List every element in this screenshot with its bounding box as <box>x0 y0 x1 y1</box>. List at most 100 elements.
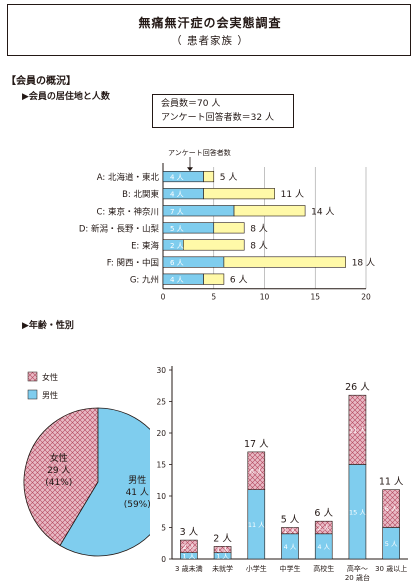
pie-label-percent: (41%) <box>45 478 72 488</box>
bar-data-label: 2 人 <box>170 242 184 250</box>
total-label: 11 人 <box>379 477 404 488</box>
subheading-residence: ▶会員の居住地と人数 <box>22 92 110 102</box>
bar-data-label-female: 6 人 <box>385 505 398 513</box>
title-box: 無痛無汗症の会実態調査 （ 患者家族 ） <box>7 4 411 56</box>
total-label: 14 人 <box>311 206 334 217</box>
pie-slice <box>59 407 150 557</box>
bar-members-rest <box>203 273 225 285</box>
category-label: G: 九州 <box>130 276 159 286</box>
pie-slice <box>23 407 99 547</box>
bar-female <box>314 520 333 535</box>
page-subtitle: （ 患者家族 ） <box>171 35 249 47</box>
bar-data-label: 5 人 <box>170 225 184 233</box>
bar-data-label: 4 人 <box>170 191 184 199</box>
bar-members-rest <box>203 188 275 200</box>
total-label: 8 人 <box>250 240 268 251</box>
category-label: F: 関西・中国 <box>107 258 159 269</box>
total-label: 5 人 <box>281 515 300 526</box>
y-tick-label: 15 <box>156 461 166 470</box>
bar-female <box>348 394 367 465</box>
y-tick-label: 25 <box>156 398 166 407</box>
bar-data-label-male: 4 人 <box>317 543 330 551</box>
bar-data-label-male: 15 人 <box>349 508 366 516</box>
legend-label: 男性 <box>42 390 58 400</box>
annotation-arrow-head <box>187 167 193 172</box>
x-tick-label: 20 <box>361 293 371 302</box>
bar-data-label-male: 11 人 <box>248 521 265 529</box>
bar-female <box>281 527 299 535</box>
pie-label-name: 女性 <box>50 452 68 464</box>
category-label: 30 歳以上 <box>375 564 407 573</box>
bar-members-rest <box>233 205 306 217</box>
y-tick-label: 0 <box>161 555 166 564</box>
summary-box: 会員数＝70 人 アンケート回答者数＝32 人 <box>152 94 294 128</box>
legend-label: 女性 <box>42 372 58 382</box>
bar-members-rest <box>203 170 215 183</box>
legend-swatch <box>27 371 38 382</box>
bar-data-label-male: 1 人 <box>216 552 229 560</box>
bar-data-label: 6 人 <box>170 259 184 267</box>
pie-label-count: 41 人 <box>126 487 149 498</box>
summary-members: 会員数＝70 人 <box>161 99 221 109</box>
total-label: 11 人 <box>281 189 304 200</box>
category-label: 高卒～ <box>347 564 368 573</box>
bar-data-label-male: 4 人 <box>284 543 297 551</box>
bar-female <box>180 539 198 554</box>
category-label: 高校生 <box>313 564 334 573</box>
category-label: B: 北関東 <box>122 189 159 200</box>
total-label: 6 人 <box>230 275 248 286</box>
bar-data-label-female: 6 人 <box>250 467 263 475</box>
bar-members-rest <box>183 239 245 251</box>
summary-respondents: アンケート回答者数＝32 人 <box>161 113 274 123</box>
total-label: 5 人 <box>220 172 238 183</box>
bar-data-label-male: 5 人 <box>385 540 398 548</box>
pie-label-count: 29 人 <box>47 465 70 476</box>
pie-label-name: 男性 <box>128 474 146 486</box>
pie-label-percent: (59%) <box>124 500 150 510</box>
category-label: 3 歳未満 <box>175 564 203 573</box>
subheading-age-gender: ▶年齢・性別 <box>22 321 74 331</box>
legend-swatch <box>27 389 38 400</box>
x-tick-label: 0 <box>161 293 166 302</box>
total-label: 6 人 <box>314 508 333 519</box>
total-label: 17 人 <box>244 439 269 450</box>
y-tick-label: 30 <box>156 366 166 375</box>
bar-female <box>247 451 266 491</box>
x-tick-label: 15 <box>310 293 320 302</box>
residence-bar-chart: 0 5 10 15 20 A: 北海道・東北 4 人 5 人 B: 北関東 4 人 11 人 C: 東… <box>79 148 375 302</box>
bar-female <box>213 546 232 553</box>
bar-female <box>382 489 400 528</box>
category-label: A: 北海道・東北 <box>97 172 160 183</box>
bar-members-rest <box>213 222 245 234</box>
category-label: 未就学 <box>212 564 233 573</box>
annotation-label: アンケート回答者数 <box>168 148 231 157</box>
bar-data-label-female: 11 人 <box>349 426 366 434</box>
bar-data-label-female: 2 人 <box>317 524 330 532</box>
total-label: 3 人 <box>180 527 199 538</box>
x-tick-label: 5 <box>211 293 216 302</box>
category-label: C: 東京・神奈川 <box>96 206 159 217</box>
category-label: 中学生 <box>280 564 301 573</box>
page-title: 無痛無汗症の会実態調査 <box>138 16 282 30</box>
category-label: E: 東海 <box>131 240 159 251</box>
bar-data-label-female: 1 人 <box>216 546 229 554</box>
total-label: 8 人 <box>250 223 268 234</box>
bar-data-label-male: 1 人 <box>183 552 196 560</box>
y-tick-label: 10 <box>156 492 166 501</box>
bar-members-rest <box>223 256 346 268</box>
section-heading-overview: 【会員の概況】 <box>6 76 76 87</box>
bar-data-label: 7 人 <box>170 208 184 216</box>
category-label: 20 歳台 <box>345 573 370 582</box>
total-label: 2 人 <box>213 533 232 544</box>
bar-data-label-female: 1 人 <box>284 527 297 535</box>
bar-data-label: 4 人 <box>170 174 184 182</box>
y-tick-label: 5 <box>161 524 166 533</box>
total-label: 26 人 <box>345 382 370 393</box>
bar-data-label: 4 人 <box>170 276 184 284</box>
y-tick-label: 20 <box>156 429 166 438</box>
x-tick-label: 10 <box>260 293 270 302</box>
category-label: D: 新潟・長野・山梨 <box>79 223 160 234</box>
bar-data-label-female: 2 人 <box>183 543 196 551</box>
